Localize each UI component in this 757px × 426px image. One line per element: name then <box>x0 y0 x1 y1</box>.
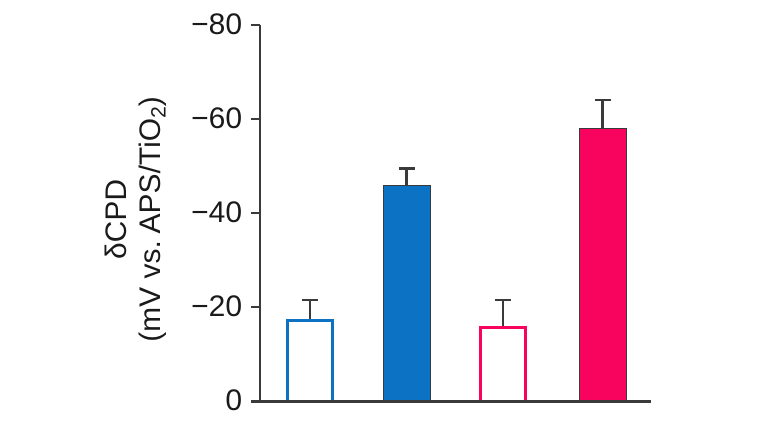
error-bar-line <box>601 100 604 129</box>
y-tick-mark <box>251 211 260 215</box>
y-tick-mark <box>251 305 260 309</box>
error-bar-line <box>308 299 312 319</box>
error-bar-line <box>405 168 408 185</box>
x-axis-baseline <box>251 399 651 403</box>
bar-solid-pink <box>578 128 627 403</box>
y-tick-label: 0 <box>225 384 242 417</box>
y-tick-mark <box>251 23 260 27</box>
y-tick-label: −60 <box>191 102 242 135</box>
y-tick-label: −80 <box>191 8 242 41</box>
y-tick-label: −40 <box>191 196 242 229</box>
error-bar-cap <box>495 298 511 302</box>
bar-open-pink <box>479 325 527 403</box>
error-bar-cap <box>594 98 611 102</box>
bar-open-blue <box>286 318 334 403</box>
error-bar-cap <box>302 298 318 302</box>
error-bar-cap <box>398 167 415 170</box>
error-bar-line <box>501 299 505 326</box>
y-tick-label: −20 <box>191 290 242 323</box>
y-tick-mark <box>251 117 260 121</box>
bar-solid-blue <box>382 184 431 403</box>
